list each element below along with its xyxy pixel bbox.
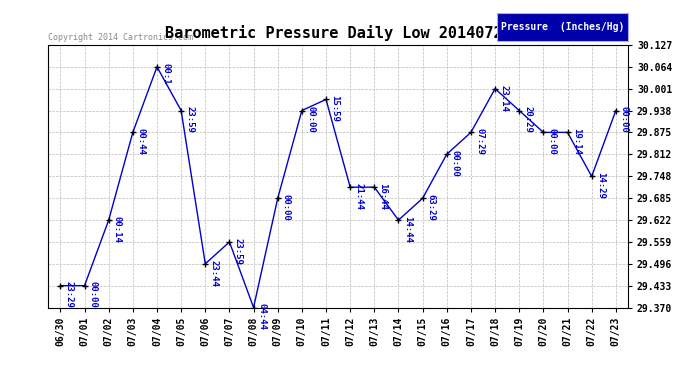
Text: 00:14: 00:14: [113, 216, 122, 243]
Text: 16:44: 16:44: [379, 183, 388, 210]
Text: 14:29: 14:29: [596, 172, 605, 199]
Text: 00:00: 00:00: [620, 106, 629, 133]
Text: 23:59: 23:59: [186, 106, 195, 133]
Text: 15:59: 15:59: [331, 95, 339, 122]
Text: 04:44: 04:44: [258, 303, 267, 330]
Text: 23:59: 23:59: [234, 238, 243, 265]
Text: 00:44: 00:44: [137, 128, 146, 155]
Text: Copyright 2014 Cartronics.com: Copyright 2014 Cartronics.com: [48, 33, 193, 42]
Text: 07:29: 07:29: [475, 128, 484, 155]
Text: 00:1: 00:1: [161, 63, 170, 84]
Text: 20:29: 20:29: [524, 106, 533, 133]
Text: 19:14: 19:14: [572, 128, 581, 155]
Text: 23:44: 23:44: [210, 260, 219, 286]
Text: 00:00: 00:00: [451, 150, 460, 177]
Text: 23:14: 23:14: [500, 84, 509, 111]
Text: 00:00: 00:00: [89, 282, 98, 308]
Text: 00:00: 00:00: [548, 128, 557, 155]
Text: 21:44: 21:44: [355, 183, 364, 210]
Text: 14:44: 14:44: [403, 216, 412, 243]
Text: 23:29: 23:29: [65, 282, 74, 308]
Text: 00:00: 00:00: [282, 194, 291, 221]
Title: Barometric Pressure Daily Low 20140724: Barometric Pressure Daily Low 20140724: [165, 25, 511, 41]
Text: Pressure  (Inches/Hg): Pressure (Inches/Hg): [501, 22, 624, 32]
Text: 63:29: 63:29: [427, 194, 436, 221]
Text: 00:00: 00:00: [306, 106, 315, 133]
